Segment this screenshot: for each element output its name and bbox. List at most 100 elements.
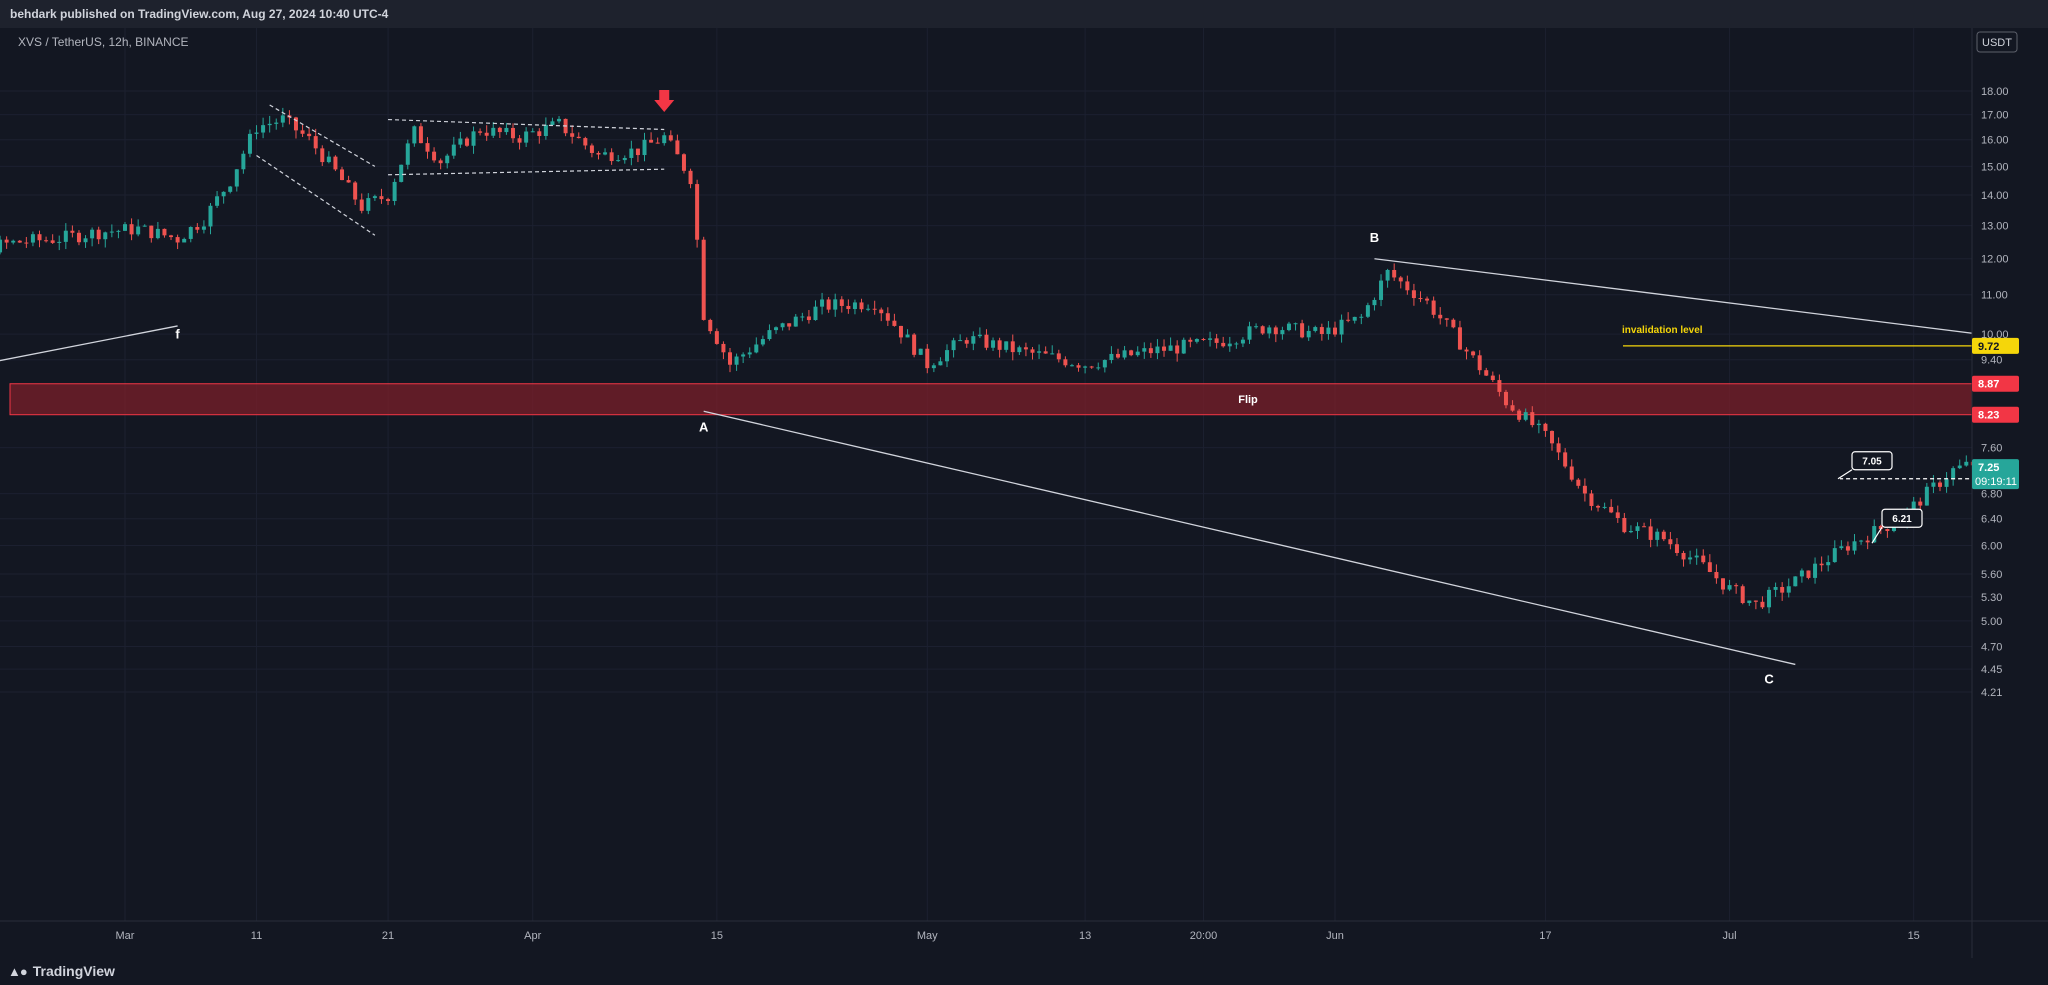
candle-body	[44, 240, 49, 242]
price-label-invalidation	[1972, 337, 2019, 354]
candle-body	[1793, 576, 1798, 587]
time-tick-label: 13	[1079, 930, 1091, 942]
candle-body	[1398, 277, 1403, 282]
candle-body	[1208, 338, 1213, 340]
candle-body	[1247, 326, 1252, 340]
candle-body	[1918, 501, 1923, 506]
candle-body	[63, 230, 68, 242]
candle-body	[1780, 587, 1785, 593]
candle-body	[1372, 299, 1377, 306]
candle-body	[1642, 526, 1647, 528]
price-tick-label: 4.21	[1981, 687, 2002, 699]
candle-body	[517, 138, 522, 143]
candle-body	[169, 235, 174, 238]
candle-body	[300, 130, 305, 134]
candle-body	[1155, 346, 1160, 354]
candle-body	[353, 182, 358, 200]
candle-body	[504, 127, 509, 133]
candle-body	[1175, 345, 1180, 354]
candle-body	[1490, 375, 1495, 381]
candle-body	[1359, 316, 1364, 318]
candle-body	[1365, 305, 1370, 317]
candle-body	[1484, 370, 1489, 376]
candle-body	[1063, 359, 1068, 366]
candle-body	[484, 132, 489, 136]
trendline	[1374, 258, 2048, 344]
candle-body	[372, 196, 377, 199]
target-callout-1-box	[1851, 451, 1893, 471]
candle-body	[221, 191, 226, 197]
candle-body	[1254, 326, 1259, 328]
time-tick-label: Apr	[524, 930, 541, 942]
candle-body	[1543, 423, 1548, 431]
candle-body	[1188, 339, 1193, 342]
candle-body	[280, 115, 285, 123]
chart-area[interactable]: Flip invalidation level fgABCD7.056.218.…	[0, 28, 2048, 958]
time-tick-label: 15	[711, 930, 723, 942]
candle-body	[1701, 555, 1706, 563]
candle-body	[951, 340, 956, 351]
candle-body	[1734, 585, 1739, 587]
candle-body	[1306, 330, 1311, 338]
candle-body	[149, 225, 154, 239]
candle-body	[557, 118, 562, 122]
candle-body	[1168, 345, 1173, 351]
flip-zone-rect	[9, 383, 1973, 416]
currency-button[interactable]: USDT	[1976, 31, 2018, 53]
candle-body	[1425, 298, 1430, 301]
price-tick-label: 5.30	[1981, 592, 2002, 604]
candle-body	[583, 138, 588, 146]
candle-body	[1720, 578, 1725, 590]
candle-body	[188, 227, 193, 239]
candle-body	[616, 160, 621, 162]
candle-body	[1799, 570, 1804, 577]
candle-body	[11, 240, 16, 243]
candle-body	[451, 144, 456, 156]
candle-body	[1234, 343, 1239, 345]
candle-body	[1339, 319, 1344, 335]
candle-body	[925, 348, 930, 369]
candle-body	[379, 196, 384, 200]
candle-body	[1931, 482, 1936, 487]
callout-pointer-1	[1837, 469, 1853, 480]
candle-body	[1661, 531, 1666, 540]
candle-body	[1957, 465, 1962, 469]
candle-body	[1102, 360, 1107, 368]
tradingview-brand[interactable]: ▲● TradingView	[8, 963, 115, 979]
candle-body	[1438, 314, 1443, 319]
price-axis-bg	[1972, 28, 2048, 958]
candle-body	[826, 299, 831, 310]
candle-body	[201, 226, 206, 230]
candle-body	[1786, 586, 1791, 593]
candle-body	[1569, 466, 1574, 480]
candle-body	[1260, 326, 1265, 334]
publisher-info: behdark published on TradingView.com, Au…	[10, 7, 389, 21]
candle-body	[1109, 353, 1114, 361]
price-chart[interactable]: Flip invalidation level fgABCD7.056.218.…	[0, 28, 2048, 958]
wave-label: A	[699, 420, 709, 435]
candle-body	[800, 316, 805, 318]
candle-body	[399, 164, 404, 182]
candle-body	[603, 152, 608, 155]
price-tick-label: 12.00	[1981, 254, 2009, 266]
candle-body	[918, 348, 923, 355]
flip-zone: Flip	[9, 383, 1973, 416]
candle-body	[833, 299, 838, 310]
candle-body	[1517, 410, 1522, 420]
candle-body	[1681, 552, 1686, 560]
candle-body	[1819, 563, 1824, 566]
candle-body	[530, 131, 535, 133]
candle-body	[774, 327, 779, 331]
price-tick-label: 7.60	[1981, 443, 2002, 455]
candle-body	[1622, 517, 1627, 533]
candle-body	[313, 136, 318, 149]
candle-body	[820, 299, 825, 307]
candle-body	[1346, 319, 1351, 321]
symbol-label: XVS / TetherUS, 12h, BINANCE	[18, 35, 189, 49]
candle-body	[70, 230, 75, 233]
candle-body	[866, 308, 871, 310]
candle-body	[464, 138, 469, 146]
currency-label[interactable]: USDT	[1982, 37, 2012, 49]
candle-body	[1530, 412, 1535, 426]
candle-body	[1037, 351, 1042, 353]
